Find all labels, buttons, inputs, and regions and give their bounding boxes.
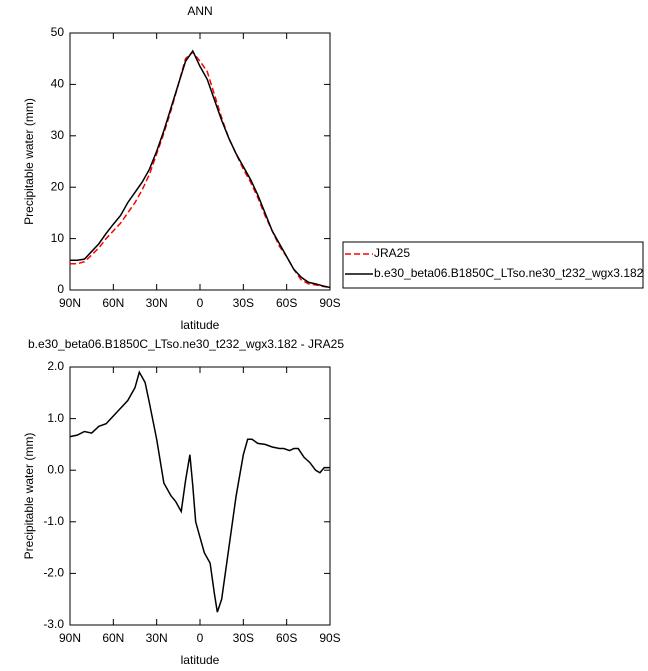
x-tick-label: 90S <box>319 296 340 310</box>
x-tick-label: 60S <box>276 631 297 645</box>
y-tick-label: 40 <box>51 77 65 91</box>
x-tick-label: 60S <box>276 296 297 310</box>
data-line <box>69 370 330 613</box>
plot-frame <box>69 366 331 626</box>
x-tick-label: 0 <box>197 631 204 645</box>
y-axis-label: Precipitable water (mm) <box>22 98 36 225</box>
y-tick-label: -1.0 <box>43 514 64 528</box>
y-tick-label: 30 <box>51 128 65 142</box>
y-tick-label: -2.0 <box>43 566 64 580</box>
chart-title: b.e30_beta06.B1850C_LTso.ne30_t232_wgx3.… <box>28 337 344 351</box>
x-tick-label: 30N <box>146 631 168 645</box>
y-axis-label: Precipitable water (mm) <box>22 433 36 560</box>
y-tick-label: 2.0 <box>47 359 64 373</box>
chart-title: ANN <box>187 4 212 18</box>
x-tick-label: 30N <box>146 296 168 310</box>
legend-label: JRA25 <box>374 246 410 260</box>
y-tick-label: 0.0 <box>47 462 64 476</box>
x-tick-label: 0 <box>197 296 204 310</box>
data-line <box>70 49 331 289</box>
data-line <box>70 50 331 289</box>
y-tick-label: 0 <box>57 282 64 296</box>
x-tick-label: 90N <box>59 296 81 310</box>
x-axis-label: latitude <box>181 318 220 332</box>
y-tick-label: -3.0 <box>43 617 64 631</box>
y-tick-label: 20 <box>51 179 65 193</box>
x-tick-label: 90N <box>59 631 81 645</box>
legend-box <box>342 241 644 289</box>
y-tick-label: 10 <box>51 231 65 245</box>
x-tick-label: 30S <box>233 296 254 310</box>
plot-frame <box>69 32 331 291</box>
y-tick-label: 1.0 <box>47 411 64 425</box>
x-tick-label: 90S <box>319 631 340 645</box>
x-tick-label: 60N <box>102 296 124 310</box>
y-tick-label: 50 <box>51 25 65 39</box>
legend-label: b.e30_beta06.B1850C_LTso.ne30_t232_wgx3.… <box>374 266 644 280</box>
x-tick-label: 60N <box>102 631 124 645</box>
x-axis-label: latitude <box>181 653 220 667</box>
x-tick-label: 30S <box>233 631 254 645</box>
